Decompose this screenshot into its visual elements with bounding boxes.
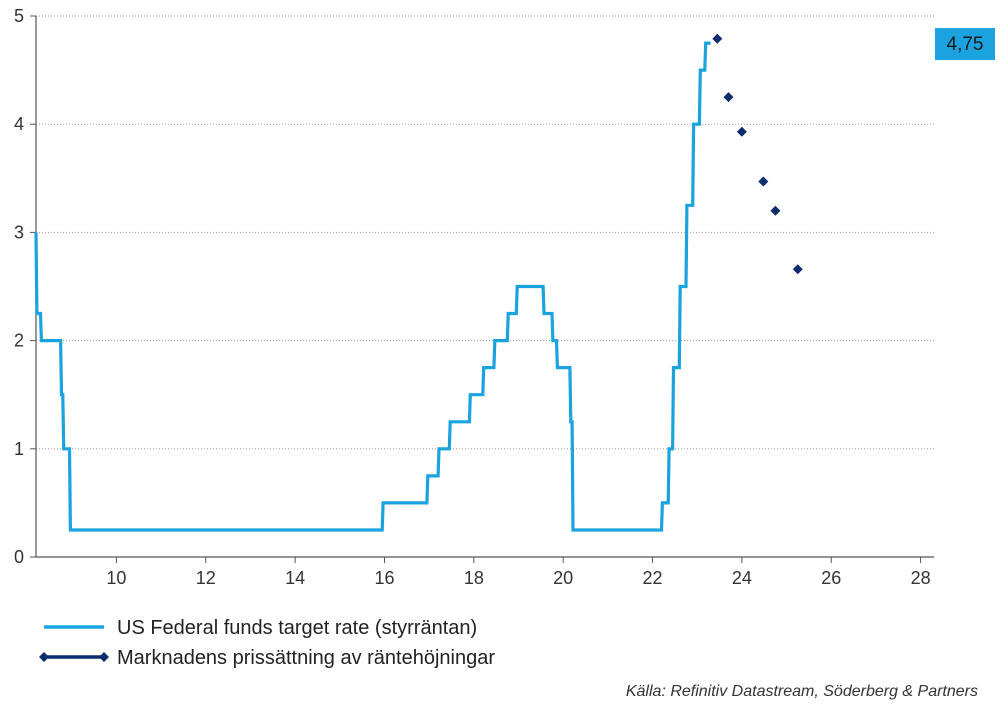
x-tick-label-22: 22 [643, 568, 663, 588]
market-pricing-point-6 [792, 264, 803, 275]
market-pricing-point-4 [758, 176, 769, 187]
value-callout-label: 4,75 [947, 34, 984, 55]
legend-label-fed-rate: US Federal funds target rate (styrräntan… [117, 617, 477, 639]
x-tick-label-24: 24 [732, 568, 752, 588]
gridlines [36, 15, 934, 450]
x-tick-label-28: 28 [911, 568, 931, 588]
x-tick-label-10: 10 [106, 568, 126, 588]
x-tick-label-20: 20 [553, 568, 573, 588]
legend-marker-right [99, 652, 109, 662]
value-callout: 4,75 [935, 28, 995, 61]
y-tick-label-1: 1 [14, 439, 24, 459]
x-tick-label-14: 14 [285, 568, 305, 588]
x-tick-labels: 10 12 14 16 18 20 22 24 26 28 [106, 568, 930, 588]
source-note: Källa: Refinitiv Datastream, Söderberg &… [626, 683, 978, 700]
x-tick-label-18: 18 [464, 568, 484, 588]
legend: US Federal funds target rate (styrräntan… [39, 617, 495, 669]
x-tick-label-26: 26 [821, 568, 841, 588]
series-layer [34, 33, 803, 532]
y-tick-labels: 0 1 2 3 4 5 [14, 6, 24, 567]
x-tick-label-12: 12 [196, 568, 216, 588]
value-callout-box [935, 28, 995, 61]
x-tick-label-16: 16 [374, 568, 394, 588]
market-pricing-point-5 [770, 205, 781, 216]
y-tick-label-4: 4 [14, 114, 24, 134]
market-pricing-point-1 [712, 33, 723, 44]
y-tick-label-2: 2 [14, 331, 24, 351]
market-pricing-point-2 [723, 92, 734, 103]
y-tick-label-0: 0 [14, 547, 24, 567]
market-pricing-point-3 [736, 126, 747, 137]
y-tick-label-3: 3 [14, 222, 24, 242]
y-tick-label-5: 5 [14, 6, 24, 26]
legend-marker-left [39, 652, 49, 662]
legend-label-market-pricing: Marknadens prissättning av räntehöjninga… [117, 647, 495, 669]
axes [30, 15, 934, 563]
series-line-fed-rate [34, 41, 711, 532]
